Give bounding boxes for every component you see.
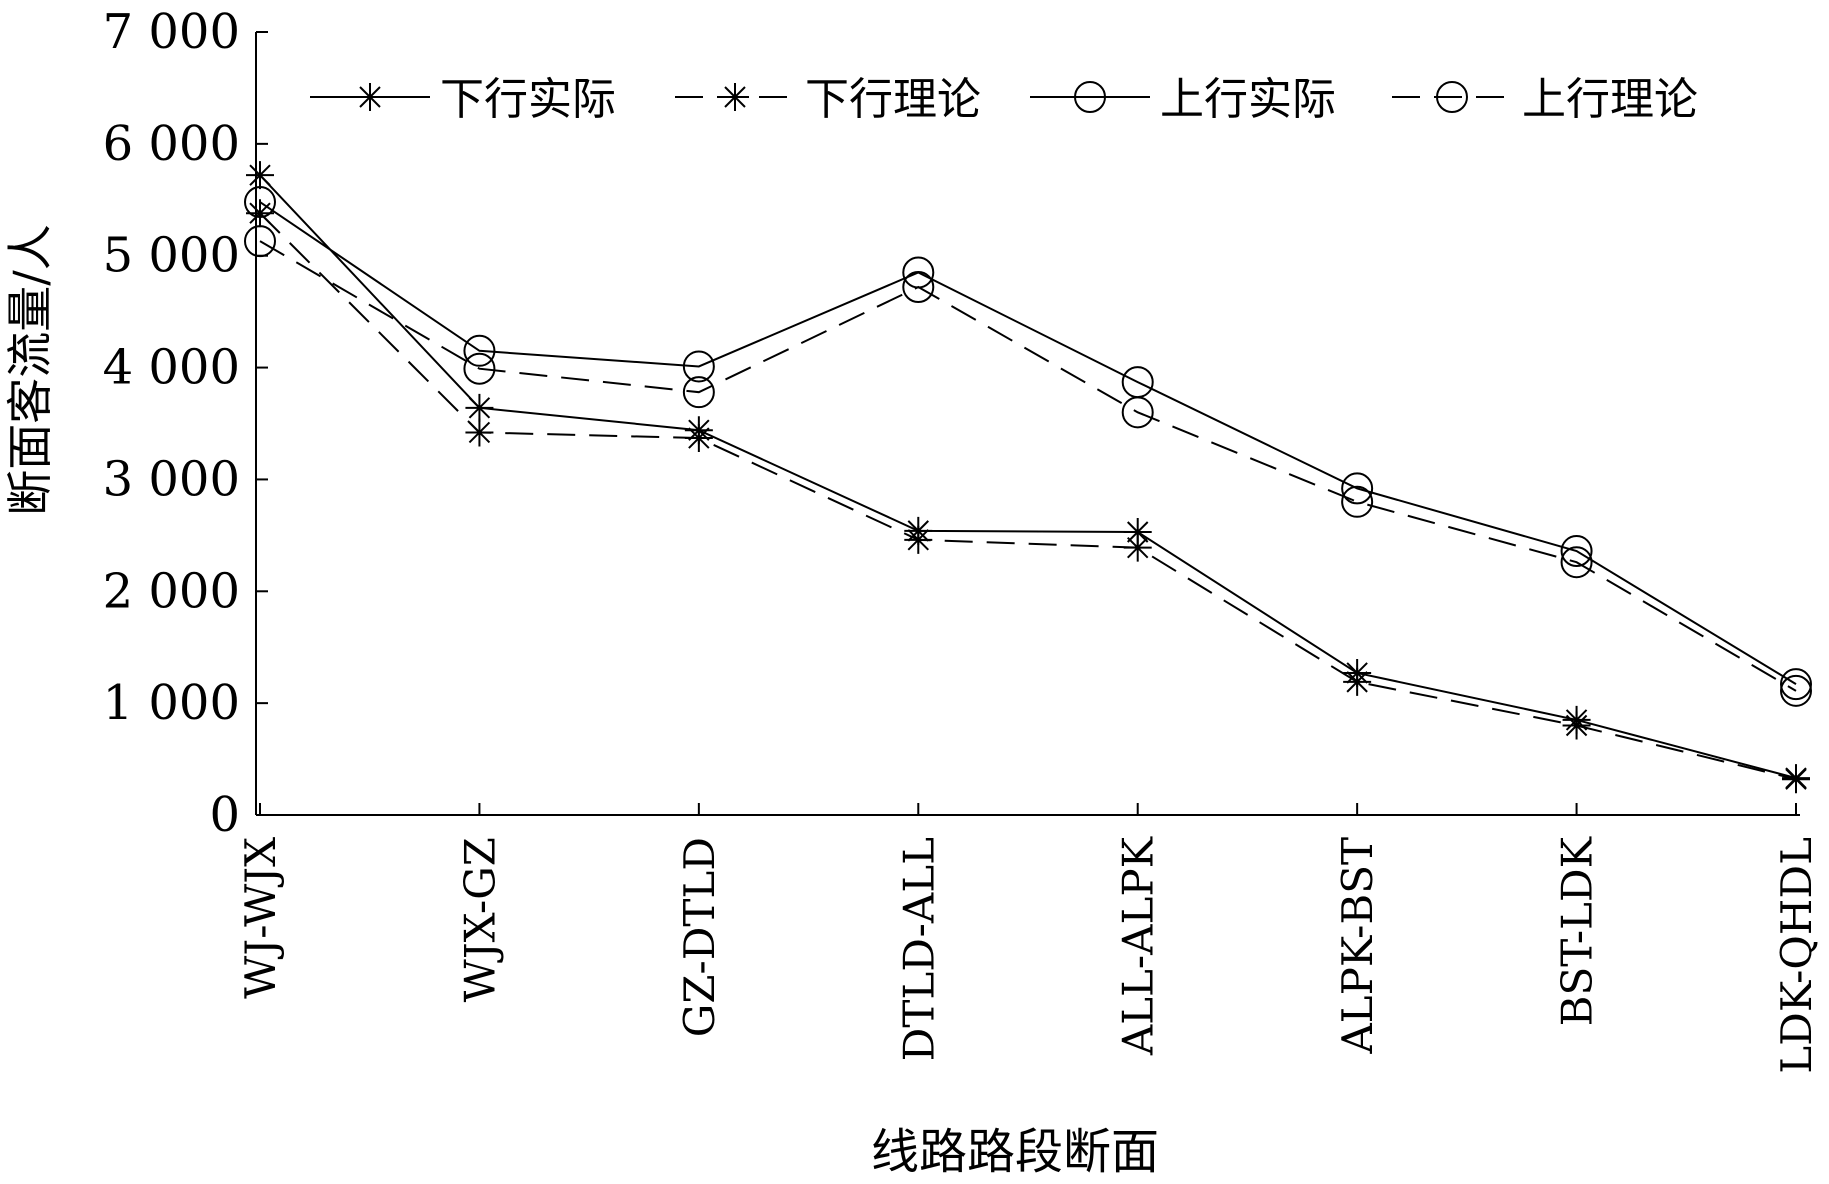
legend-label: 下行实际 xyxy=(440,74,616,125)
data-point xyxy=(246,161,274,190)
data-point xyxy=(356,83,384,111)
y-tick-label: 6 000 xyxy=(103,116,240,172)
data-point xyxy=(244,186,276,219)
data-point xyxy=(463,334,496,367)
series-line xyxy=(259,212,1797,781)
x-ticks: WJ-WJX WJX-GZ GZ-DTLD DTLD-ALL ALL-ALPK ALPK-… xyxy=(236,803,1821,1074)
legend-label: 上行实际 xyxy=(1160,74,1336,125)
data-point xyxy=(244,225,276,258)
x-tick-label: ALL-ALPK xyxy=(1114,835,1163,1056)
data-point xyxy=(682,350,715,383)
data-point xyxy=(684,424,713,453)
data-point xyxy=(1343,667,1372,696)
series-line xyxy=(259,174,1797,780)
data-point xyxy=(1341,472,1374,505)
data-point xyxy=(1074,81,1106,113)
series-line xyxy=(259,240,1797,692)
data-point xyxy=(1780,674,1812,707)
y-axis-label: 断面客流量/人 xyxy=(3,224,57,516)
data-point xyxy=(1121,396,1154,429)
data-point xyxy=(1782,765,1810,794)
series-group xyxy=(246,161,1810,793)
y-tick-label: 5 000 xyxy=(103,228,240,284)
legend-label: 下行理论 xyxy=(805,74,981,125)
series-group xyxy=(244,225,1812,707)
data-point xyxy=(1562,711,1591,740)
data-point xyxy=(465,393,494,422)
series-line xyxy=(259,201,1797,685)
data-point xyxy=(1341,485,1374,518)
x-tick-label: LDK-QHDL xyxy=(1772,837,1821,1074)
data-point xyxy=(1123,518,1152,547)
data-point xyxy=(902,271,935,304)
x-axis-label: 线路路段断面 xyxy=(871,1124,1159,1180)
data-point xyxy=(1436,81,1468,113)
data-point xyxy=(1560,535,1593,568)
y-tick-label: 0 xyxy=(209,787,240,843)
data-point xyxy=(463,352,496,385)
y-tick-label: 3 000 xyxy=(103,451,240,507)
data-point xyxy=(246,199,274,228)
legend: 下行实际 下行理论 上行实际 上行理论 xyxy=(310,74,1698,125)
data-point xyxy=(465,418,494,447)
y-tick-label: 4 000 xyxy=(103,340,240,396)
data-point xyxy=(682,376,715,409)
y-tick-label: 2 000 xyxy=(103,563,240,619)
y-tick-label: 7 000 xyxy=(103,4,240,60)
y-ticks: 0 1 000 2 000 3 000 4 000 5 000 6 000 7 000 xyxy=(103,4,268,843)
series-group xyxy=(246,199,1810,794)
y-tick-label: 1 000 xyxy=(103,675,240,731)
x-tick-label: WJX-GZ xyxy=(455,837,504,1002)
data-point xyxy=(1560,546,1593,579)
data-point xyxy=(904,525,933,554)
data-point xyxy=(1123,533,1152,562)
x-tick-label: BST-LDK xyxy=(1553,835,1602,1026)
data-point xyxy=(1780,668,1812,701)
x-tick-label: ALPK-BST xyxy=(1333,837,1382,1055)
axes xyxy=(255,32,1800,816)
x-tick-label: WJ-WJX xyxy=(236,837,285,999)
x-tick-label: DTLD-ALL xyxy=(894,837,943,1061)
series-layer xyxy=(244,161,1812,794)
legend-label: 上行理论 xyxy=(1522,74,1698,125)
x-tick-label: GZ-DTLD xyxy=(675,837,724,1037)
data-point xyxy=(721,83,749,111)
